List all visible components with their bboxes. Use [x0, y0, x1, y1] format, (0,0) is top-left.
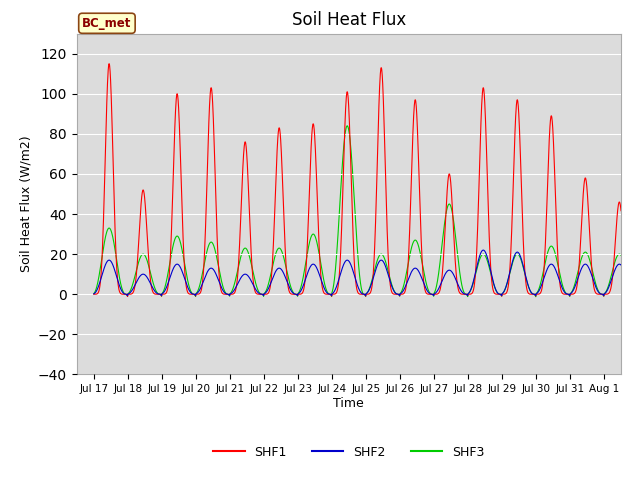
Legend: SHF1, SHF2, SHF3: SHF1, SHF2, SHF3: [209, 441, 489, 464]
SHF1: [561, 291, 568, 297]
SHF1: [124, 293, 131, 299]
SHF2: [399, 289, 406, 295]
SHF3: [530, 291, 538, 297]
SHF3: [627, 284, 634, 289]
SHF3: [262, 289, 269, 295]
SHF1: [627, 291, 634, 297]
SHF1: [399, 291, 406, 297]
SHF2: [479, 247, 487, 253]
Title: Soil Heat Flux: Soil Heat Flux: [292, 11, 406, 29]
SHF1: [106, 61, 113, 67]
SHF3: [561, 288, 568, 294]
Text: BC_met: BC_met: [82, 17, 132, 30]
SHF3: [399, 286, 406, 292]
SHF2: [634, 293, 640, 299]
SHF1: [145, 256, 152, 262]
Line: SHF3: SHF3: [94, 126, 638, 297]
SHF3: [634, 293, 640, 299]
SHF3: [532, 294, 540, 300]
SHF1: [530, 291, 538, 297]
Line: SHF1: SHF1: [94, 64, 638, 296]
SHF2: [90, 291, 98, 297]
SHF2: [124, 293, 131, 299]
Line: SHF2: SHF2: [94, 250, 638, 296]
SHF2: [561, 289, 568, 295]
SHF2: [530, 291, 538, 297]
SHF2: [145, 276, 152, 282]
SHF1: [90, 291, 98, 297]
X-axis label: Time: Time: [333, 397, 364, 410]
SHF2: [262, 290, 269, 296]
SHF3: [90, 291, 98, 297]
SHF1: [262, 291, 270, 297]
SHF2: [627, 286, 634, 291]
Y-axis label: Soil Heat Flux (W/m2): Soil Heat Flux (W/m2): [19, 136, 33, 272]
SHF3: [144, 261, 152, 267]
SHF1: [634, 293, 640, 299]
SHF3: [344, 123, 351, 129]
